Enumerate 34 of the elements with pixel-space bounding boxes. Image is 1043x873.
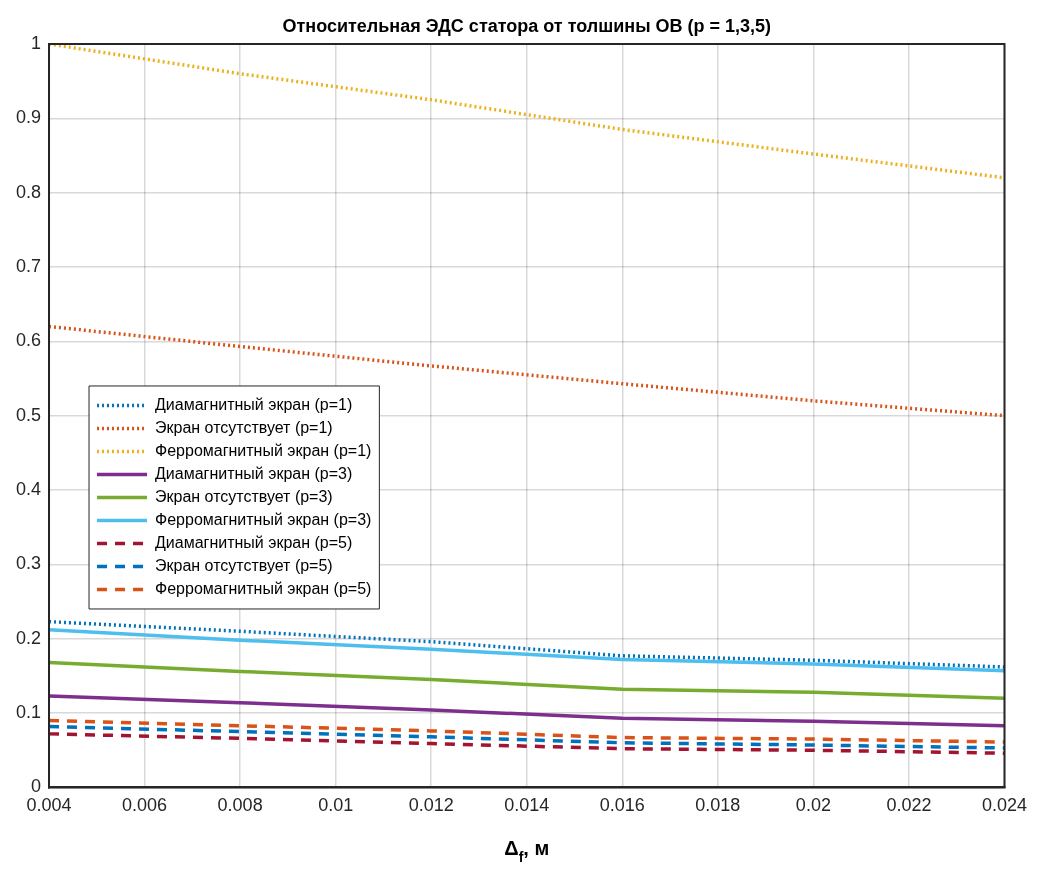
x-tick-label: 0.012 bbox=[408, 795, 454, 816]
line-series bbox=[49, 44, 1005, 180]
y-tick-label: 0.5 bbox=[15, 404, 42, 425]
x-tick-label: 0.006 bbox=[122, 795, 168, 816]
x-tick-label: 0.014 bbox=[504, 795, 550, 816]
x-tick-label: 0.01 bbox=[318, 795, 354, 816]
x-tick-label: 0.018 bbox=[695, 795, 741, 816]
y-tick-label: 0 bbox=[31, 776, 42, 797]
y-tick-label: 1 bbox=[31, 32, 42, 53]
x-tick-label: 0.008 bbox=[217, 795, 263, 816]
legend-label: Ферромагнитный экран (p=3) bbox=[155, 510, 372, 528]
legend-label: Диамагнитный экран (p=1) bbox=[155, 395, 353, 413]
y-tick-label: 0.4 bbox=[15, 479, 42, 500]
y-tick-label: 0.7 bbox=[15, 255, 42, 276]
y-tick-label: 0.2 bbox=[15, 627, 42, 648]
legend-label: Экран отсутствует (p=3) bbox=[155, 487, 333, 505]
legend-label: Экран отсутствует (p=1) bbox=[155, 418, 333, 436]
x-tick-label: 0.022 bbox=[886, 795, 932, 816]
y-tick-label: 0.8 bbox=[15, 181, 42, 202]
x-tick-label: 0.024 bbox=[981, 795, 1027, 816]
y-tick-label: 0.3 bbox=[15, 553, 42, 574]
legend-label: Ферромагнитный экран (p=5) bbox=[155, 579, 372, 597]
y-tick-label: 0.1 bbox=[15, 702, 42, 723]
y-tick-label: 0.9 bbox=[15, 107, 42, 128]
legend-label: Диамагнитный экран (p=5) bbox=[155, 533, 353, 551]
x-tick-label: 0.016 bbox=[599, 795, 645, 816]
legend-label: Ферромагнитный экран (p=1) bbox=[155, 441, 372, 459]
legend-label: Диамагнитный экран (p=3) bbox=[155, 464, 353, 482]
line-series bbox=[49, 324, 1005, 418]
legend-label: Экран отсутствует (p=5) bbox=[155, 556, 333, 574]
x-tick-label: 0.02 bbox=[795, 795, 831, 816]
y-tick-label: 0.6 bbox=[15, 330, 42, 351]
chart-title: Относительная ЭДС статора от толшины ОВ (p = 1,3,5) bbox=[282, 16, 772, 36]
x-tick-label: 0.004 bbox=[26, 795, 72, 816]
